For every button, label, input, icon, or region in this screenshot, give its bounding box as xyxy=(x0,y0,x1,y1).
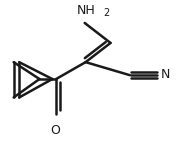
Text: 2: 2 xyxy=(104,8,110,18)
Text: O: O xyxy=(50,124,60,137)
Text: N: N xyxy=(160,68,170,81)
Text: NH: NH xyxy=(77,4,96,17)
